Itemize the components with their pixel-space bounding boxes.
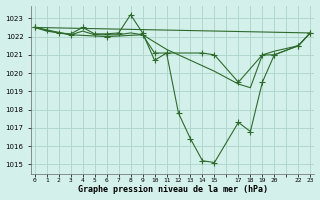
X-axis label: Graphe pression niveau de la mer (hPa): Graphe pression niveau de la mer (hPa) [77, 185, 268, 194]
